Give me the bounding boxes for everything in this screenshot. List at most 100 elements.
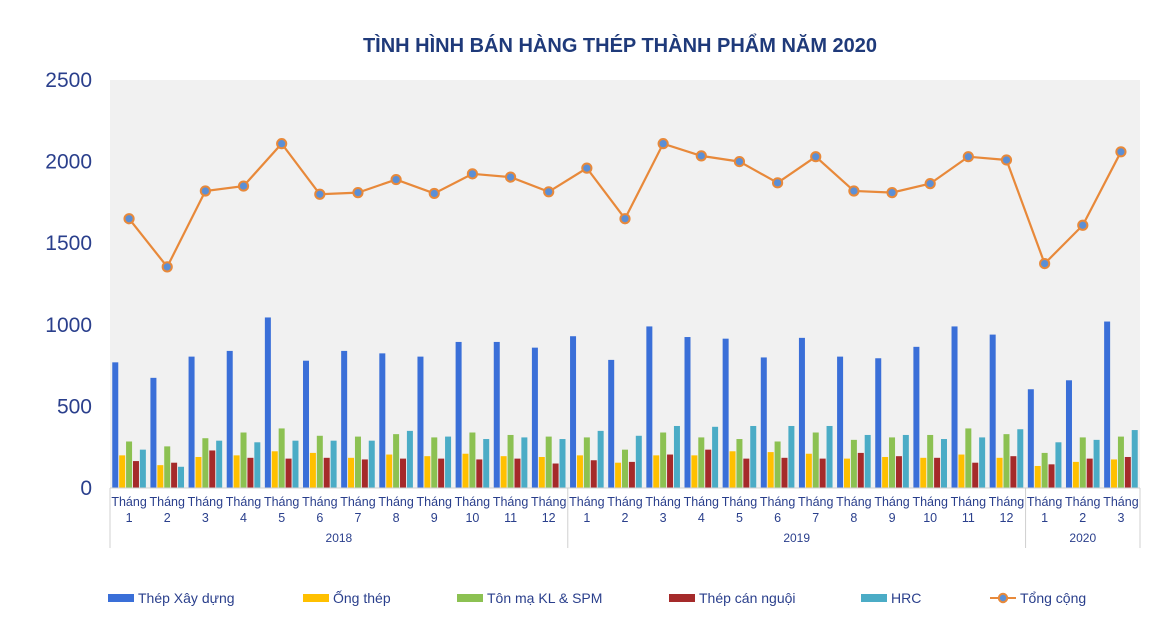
total-point xyxy=(1077,219,1089,231)
total-point xyxy=(810,151,822,163)
bar-ton-ma-kl-spm xyxy=(774,441,781,488)
bar-hrc xyxy=(1131,430,1138,488)
bar-thep-can-nguoi xyxy=(1010,456,1017,488)
total-point xyxy=(619,213,631,225)
legend-label: Thép Xây dựng xyxy=(138,590,235,606)
x-tick-month-prefix: Tháng xyxy=(302,495,337,509)
y-tick-label: 0 xyxy=(80,477,92,500)
bar-thep-xay-dung xyxy=(1065,380,1072,488)
x-tick-month-number: 2 xyxy=(164,511,171,525)
bar-hrc xyxy=(1055,442,1062,488)
x-tick-month-number: 2 xyxy=(622,511,629,525)
bar-thep-xay-dung xyxy=(1104,321,1111,488)
bar-thep-can-nguoi xyxy=(857,452,864,488)
y-axis: 0 500 1000 1500 2000 2500 xyxy=(45,69,92,500)
bar-thep-can-nguoi xyxy=(247,457,254,488)
bar-ong-thep xyxy=(996,457,1003,488)
total-point xyxy=(962,151,974,163)
total-point xyxy=(428,187,440,200)
legend-swatch xyxy=(861,594,887,602)
bar-ong-thep xyxy=(386,454,393,488)
bar-thep-xay-dung xyxy=(455,341,462,488)
bar-thep-xay-dung xyxy=(989,334,996,488)
bar-hrc xyxy=(788,425,795,488)
x-tick-month-prefix: Tháng xyxy=(836,495,871,509)
total-point xyxy=(695,150,707,162)
bar-thep-can-nguoi xyxy=(552,463,559,488)
x-tick-month-number: 9 xyxy=(431,511,438,525)
bar-hrc xyxy=(445,436,452,488)
bar-ong-thep xyxy=(157,465,164,488)
x-tick-month-number: 11 xyxy=(962,511,975,525)
x-axis: Tháng 1 Tháng 2 Tháng 3 Tháng 4 Tháng 5 Tháng 6 Thán… xyxy=(109,487,1141,548)
total-point xyxy=(581,162,593,174)
bar-hrc xyxy=(979,437,986,488)
bar-ong-thep xyxy=(348,457,355,488)
bar-ton-ma-kl-spm xyxy=(660,432,667,488)
bar-ong-thep xyxy=(462,453,469,488)
total-point xyxy=(1115,146,1127,158)
x-tick-month-number: 10 xyxy=(923,511,937,525)
x-tick-month-prefix: Tháng xyxy=(417,495,452,509)
y-tick-label: 1500 xyxy=(45,232,92,255)
total-point xyxy=(543,186,555,198)
bar-hrc xyxy=(559,439,566,488)
x-tick-month-number: 8 xyxy=(393,511,400,525)
bar-thep-can-nguoi xyxy=(743,458,750,488)
bar-ong-thep xyxy=(691,455,698,488)
bar-ong-thep xyxy=(615,462,622,488)
total-point xyxy=(1000,154,1013,166)
bar-ton-ma-kl-spm xyxy=(431,437,438,488)
total-point xyxy=(352,187,364,199)
total-point xyxy=(886,187,898,199)
bar-ton-ma-kl-spm xyxy=(545,436,552,488)
bar-thep-can-nguoi xyxy=(361,459,368,488)
x-tick-month-number: 12 xyxy=(1000,511,1014,525)
chart-title: TÌNH HÌNH BÁN HÀNG THÉP THÀNH PHẨM NĂM 2… xyxy=(363,34,877,57)
x-tick-month-number: 1 xyxy=(126,511,133,525)
total-point xyxy=(1039,258,1051,270)
bar-hrc xyxy=(597,430,604,488)
bar-hrc xyxy=(750,425,757,488)
bar-ong-thep xyxy=(958,454,965,488)
total-line xyxy=(123,138,1127,273)
bar-thep-xay-dung xyxy=(760,357,767,488)
bar-ton-ma-kl-spm xyxy=(316,435,323,488)
bar-thep-xay-dung xyxy=(722,338,729,488)
bar-thep-can-nguoi xyxy=(132,461,139,488)
total-point xyxy=(123,213,135,225)
x-tick-month-number: 12 xyxy=(542,511,556,525)
x-tick-month-number: 5 xyxy=(736,511,743,525)
bar-hrc xyxy=(368,440,375,488)
bar-ton-ma-kl-spm xyxy=(927,434,934,488)
bar-hrc xyxy=(635,435,642,488)
x-tick-month-prefix: Tháng xyxy=(493,495,528,509)
bar-ong-thep xyxy=(729,451,736,488)
bar-hrc xyxy=(902,434,909,488)
bar-ton-ma-kl-spm xyxy=(622,449,628,488)
bar-ton-ma-kl-spm xyxy=(1079,437,1086,488)
legend-label: Tổng cộng xyxy=(1020,590,1086,606)
bar-thep-can-nguoi xyxy=(209,450,216,488)
x-tick-month-number: 3 xyxy=(1117,511,1124,525)
y-tick-label: 1000 xyxy=(45,314,92,337)
bar-ong-thep xyxy=(1072,461,1079,488)
x-tick-month-prefix: Tháng xyxy=(149,495,184,509)
bar-ong-thep xyxy=(653,455,660,488)
x-tick-month-prefix: Tháng xyxy=(912,495,947,509)
x-tick-month-prefix: Tháng xyxy=(455,495,490,509)
total-point xyxy=(199,185,211,197)
x-tick-month-number: 8 xyxy=(850,511,857,525)
bar-thep-xay-dung xyxy=(264,317,271,488)
x-tick-month-prefix: Tháng xyxy=(531,495,566,509)
bar-thep-can-nguoi xyxy=(972,462,979,488)
bar-thep-xay-dung xyxy=(875,358,882,488)
x-tick-month-prefix: Tháng xyxy=(760,495,795,509)
x-group-label: 2018 xyxy=(326,531,353,545)
x-tick-month-number: 6 xyxy=(774,511,781,525)
bar-hrc xyxy=(483,439,490,488)
bar-ton-ma-kl-spm xyxy=(698,437,705,488)
total-point xyxy=(237,180,250,192)
bar-thep-can-nguoi xyxy=(590,460,597,488)
bar-thep-xay-dung xyxy=(417,356,424,488)
